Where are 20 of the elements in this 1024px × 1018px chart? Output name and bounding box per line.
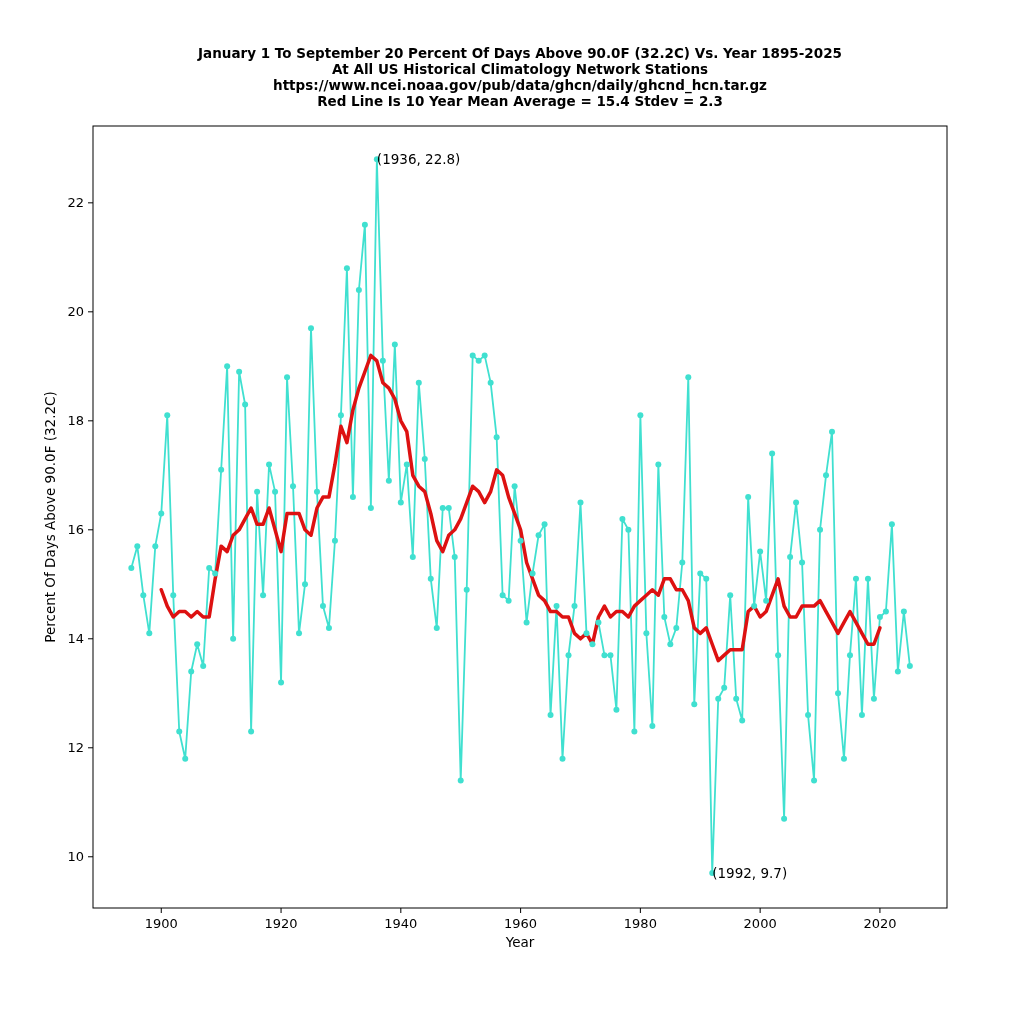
annotation: (1992, 9.7) (712, 865, 788, 882)
x-tick-label: 2000 (743, 916, 777, 931)
y-tick-label: 20 (67, 304, 84, 320)
x-axis-title: Year (504, 934, 535, 950)
y-tick-label: 10 (67, 849, 84, 865)
y-tick-label: 22 (67, 195, 84, 211)
chart-title: January 1 To September 20 Percent Of Days Above 90.0F (32.2C) Vs. Year 1895-2025 At All US Historical Climatology Network Stations https://www.ncei.noaa.gov/pub/data/ghcn/daily/ghcnd_hcn.tar.gz Red Line Is 10 Year Mean Average = 15.4 Stdev = 2.3 (197, 45, 842, 109)
annotation: (1936, 22.8) (376, 151, 461, 168)
line-series (159, 353, 882, 663)
y-tick-label: 18 (67, 413, 84, 429)
x-tick-label: 1920 (264, 916, 298, 931)
x-tick-label: 1940 (384, 916, 418, 931)
y-axis-title: Percent Of Days Above 90.0F (32.2C) (42, 391, 58, 643)
y-tick-label: 12 (67, 740, 84, 756)
x-tick-label: 2020 (863, 916, 897, 931)
x-tick-label: 1960 (504, 916, 538, 931)
x-tick-label: 1900 (144, 916, 178, 931)
x-tick-label: 1980 (623, 916, 657, 931)
y-tick-label: 16 (67, 522, 84, 538)
y-tick-label: 14 (67, 631, 84, 647)
